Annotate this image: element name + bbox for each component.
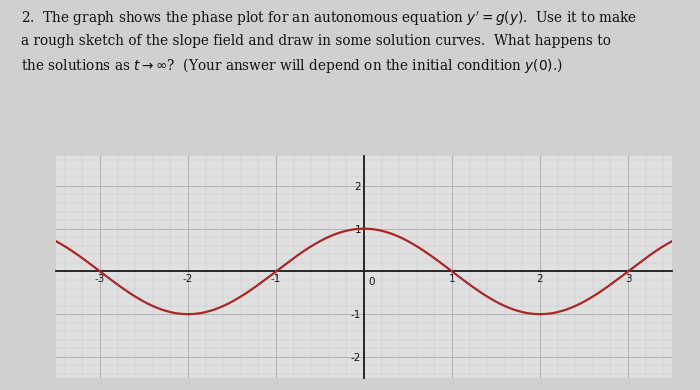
Text: 2.  The graph shows the phase plot for an autonomous equation $y' = g(y)$.  Use : 2. The graph shows the phase plot for an… [21, 10, 637, 75]
Text: 0: 0 [368, 277, 375, 287]
